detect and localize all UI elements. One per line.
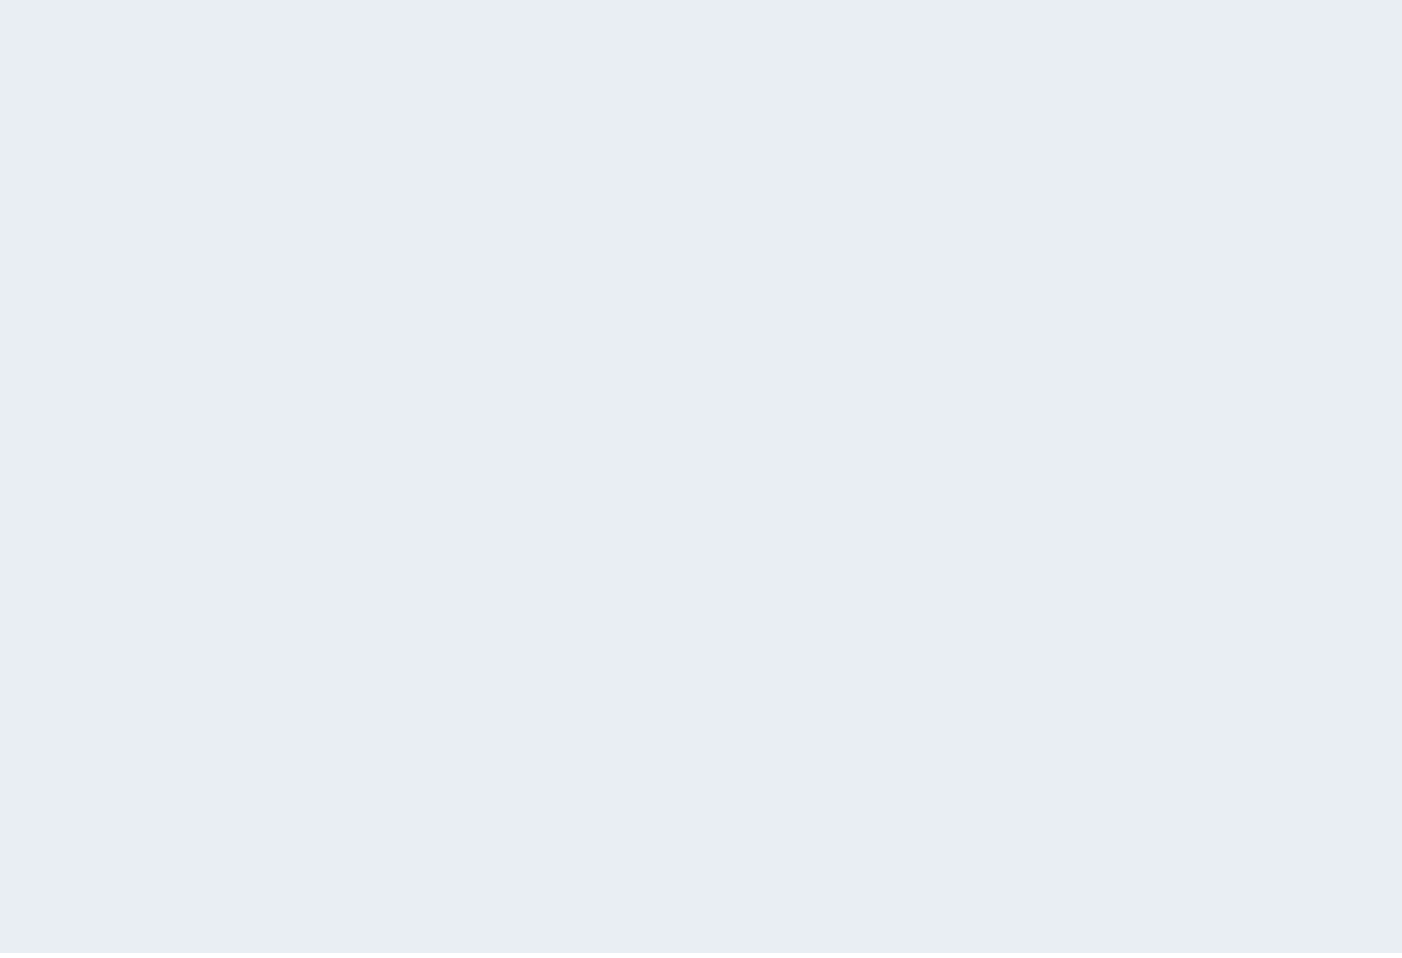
chart-figure: PFOA050100150200ng/mlArea Rossa_AArea Ro… xyxy=(0,0,1402,953)
figure-background xyxy=(0,0,1402,953)
